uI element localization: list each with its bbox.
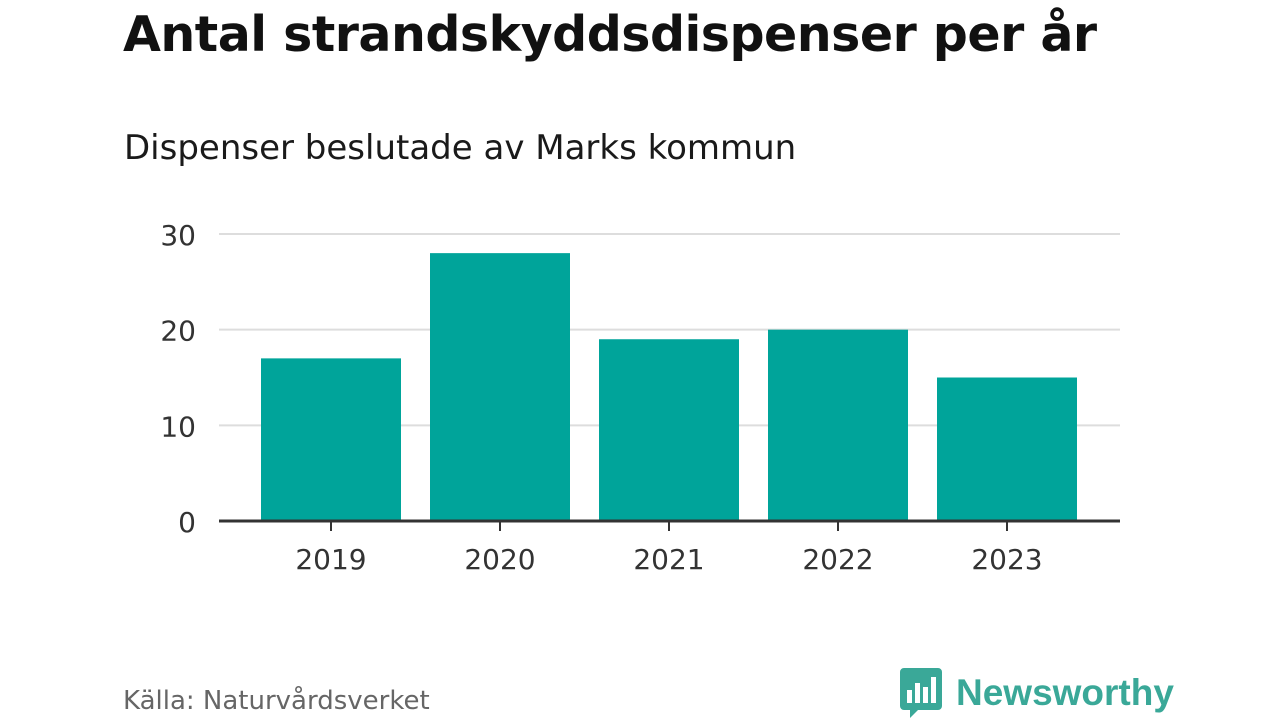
bar-2020 — [430, 253, 570, 521]
x-tick-label: 2022 — [802, 543, 873, 576]
bar-2022 — [768, 329, 908, 521]
source-note: Källa: Naturvårdsverket — [123, 686, 430, 716]
brand-logo: Newsworthy — [900, 668, 1174, 718]
bar-2021 — [599, 339, 739, 521]
y-tick-label: 30 — [160, 219, 196, 252]
y-tick-label: 10 — [160, 410, 196, 443]
bar-2023 — [937, 377, 1077, 521]
newsworthy-logo-icon — [900, 668, 942, 718]
x-axis-ticks: 2019 2020 2021 2022 2023 — [295, 521, 1043, 576]
y-tick-label: 0 — [178, 506, 196, 539]
x-tick-label: 2021 — [633, 543, 704, 576]
y-tick-label: 20 — [160, 315, 196, 348]
brand-name: Newsworthy — [956, 672, 1174, 713]
y-axis-ticks: 0 10 20 30 — [160, 219, 196, 539]
chart-title: Antal strandskyddsdispenser per år — [123, 6, 1097, 63]
bars — [261, 253, 1077, 521]
x-tick-label: 2019 — [295, 543, 366, 576]
x-tick-label: 2020 — [464, 543, 535, 576]
chart-subtitle: Dispenser beslutade av Marks kommun — [124, 128, 797, 168]
x-tick-label: 2023 — [971, 543, 1042, 576]
bar-2019 — [261, 358, 401, 521]
